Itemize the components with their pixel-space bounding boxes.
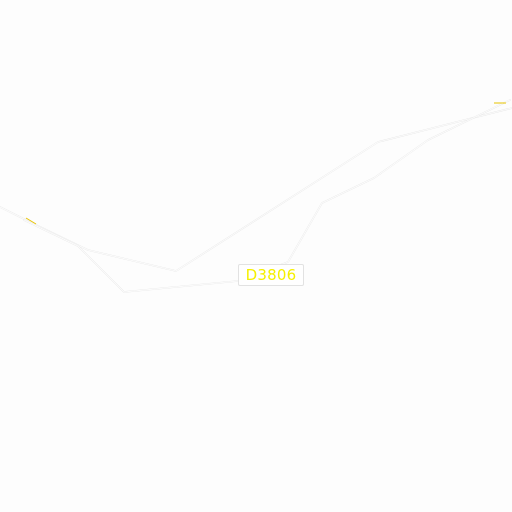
road-label[interactable]: D3806 xyxy=(238,264,304,286)
road-upper xyxy=(0,107,512,272)
road-lower xyxy=(23,99,511,293)
road-end-marker-left xyxy=(25,217,37,225)
road-label-text: D3806 xyxy=(245,265,297,284)
